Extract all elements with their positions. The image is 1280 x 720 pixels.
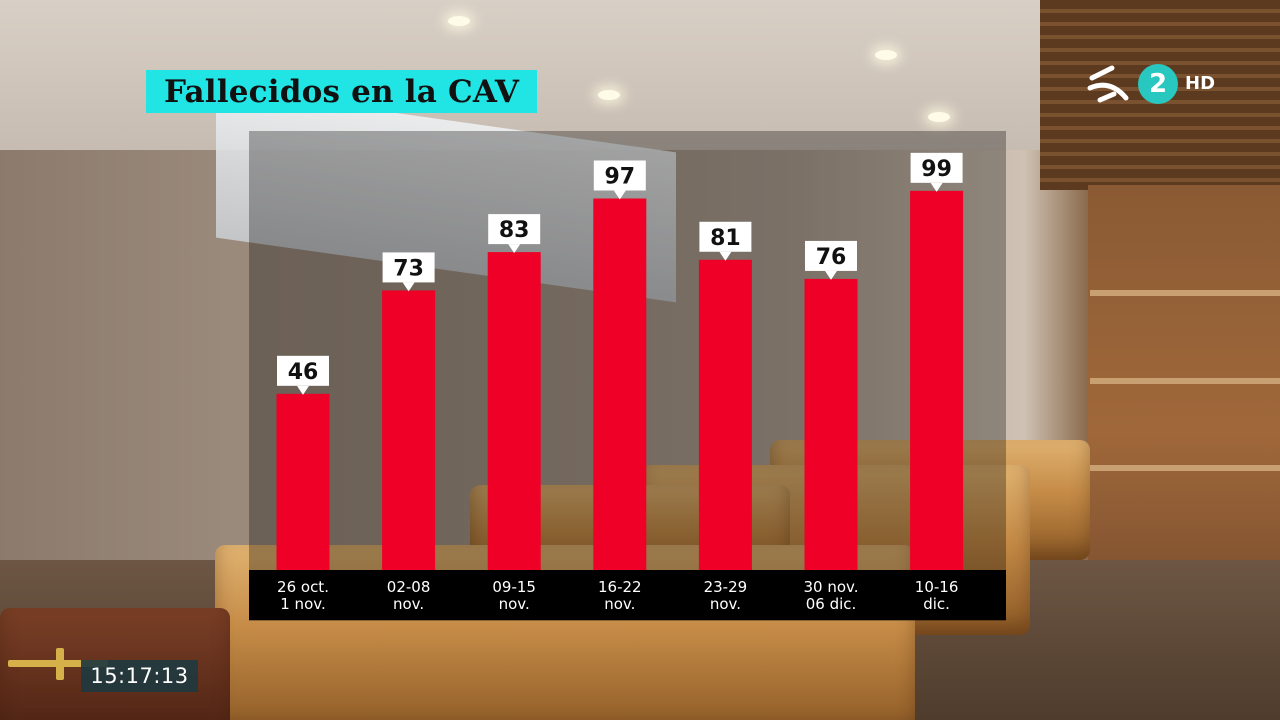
eitb-stripes-icon — [1087, 65, 1129, 103]
data-label-pointer — [402, 282, 415, 292]
data-label-pointer — [508, 244, 521, 254]
data-label-box — [277, 355, 329, 386]
x-tick-line: 1 nov. — [280, 595, 325, 613]
data-label-box — [593, 160, 646, 191]
data-label-2: 83 — [488, 214, 541, 254]
x-tick-line: nov. — [499, 595, 530, 613]
bar-5 — [804, 278, 858, 570]
data-label-0: 46 — [277, 355, 329, 395]
data-label-pointer — [719, 251, 732, 261]
data-label-pointer — [930, 182, 943, 192]
x-tick-line: 10-16 — [915, 578, 959, 596]
data-label-box — [488, 214, 541, 245]
data-label-box — [805, 240, 857, 271]
channel-logo: 2 HD — [1086, 62, 1236, 108]
x-tick-line: 09-15 — [492, 578, 536, 596]
data-label-3: 97 — [593, 160, 646, 200]
hd-badge: HD — [1185, 73, 1216, 94]
data-label-pointer — [825, 270, 837, 280]
bar-4 — [698, 259, 752, 570]
data-label-value: 81 — [710, 226, 741, 251]
bar-3 — [593, 198, 647, 571]
bar-1 — [382, 290, 436, 570]
data-label-box — [910, 152, 963, 183]
data-label-value: 83 — [499, 218, 530, 243]
data-label-1: 73 — [382, 252, 435, 292]
data-label-6: 99 — [910, 152, 963, 192]
x-tick-line: 02-08 — [387, 578, 431, 596]
data-label-box — [699, 221, 752, 252]
chart-title: Fallecidos en la CAV — [164, 73, 520, 110]
data-label-value: 46 — [288, 360, 319, 385]
data-label-value: 76 — [816, 245, 847, 270]
x-tick-label-5: 30 nov.06 dic. — [803, 578, 858, 613]
x-tick-line: nov. — [393, 595, 424, 613]
x-tick-line: nov. — [710, 595, 741, 613]
data-label-4: 81 — [699, 221, 752, 261]
data-label-box — [382, 252, 435, 283]
x-tick-line: 06 dic. — [806, 595, 857, 613]
x-tick-line: 26 oct. — [277, 578, 329, 596]
data-label-5: 76 — [805, 240, 857, 280]
data-label-value: 97 — [604, 164, 635, 189]
bar-0 — [276, 393, 330, 570]
chart-title-box: Fallecidos en la CAV — [146, 70, 538, 113]
bar-2 — [487, 252, 541, 571]
data-label-value: 99 — [921, 157, 952, 182]
x-tick-label-0: 26 oct.1 nov. — [277, 578, 329, 613]
channel-number: 2 — [1138, 64, 1178, 104]
x-tick-line: 30 nov. — [803, 578, 858, 596]
x-tick-line: nov. — [604, 595, 635, 613]
data-label-pointer — [297, 385, 309, 395]
x-tick-line: 16-22 — [598, 578, 642, 596]
x-tick-line: dic. — [923, 595, 950, 613]
x-axis-bar — [249, 570, 1006, 620]
data-label-pointer — [613, 190, 626, 200]
x-tick-line: 23-29 — [704, 578, 748, 596]
bar-6 — [910, 190, 964, 570]
data-label-value: 73 — [393, 256, 424, 281]
broadcast-clock: 15:17:13 — [81, 660, 198, 692]
